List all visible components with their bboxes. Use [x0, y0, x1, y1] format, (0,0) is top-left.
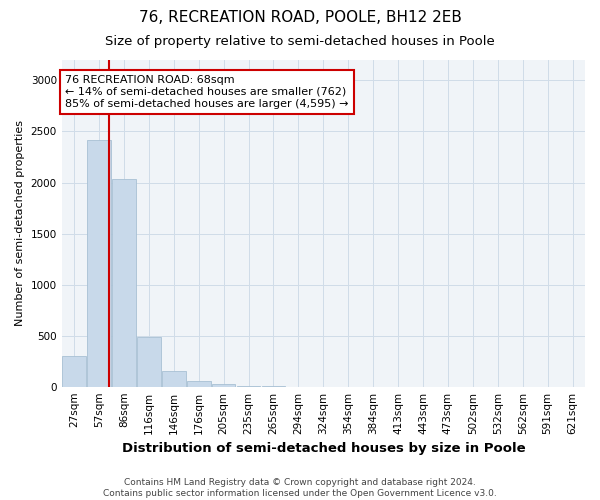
Bar [112, 180, 136, 386]
Text: Size of property relative to semi-detached houses in Poole: Size of property relative to semi-detach… [105, 35, 495, 48]
Text: 76 RECREATION ROAD: 68sqm
← 14% of semi-detached houses are smaller (762)
85% of: 76 RECREATION ROAD: 68sqm ← 14% of semi-… [65, 76, 349, 108]
Text: 76, RECREATION ROAD, POOLE, BH12 2EB: 76, RECREATION ROAD, POOLE, BH12 2EB [139, 10, 461, 25]
Text: Contains HM Land Registry data © Crown copyright and database right 2024.
Contai: Contains HM Land Registry data © Crown c… [103, 478, 497, 498]
Bar [137, 336, 161, 386]
Bar [62, 356, 86, 386]
Bar [87, 140, 111, 386]
Bar [187, 380, 211, 386]
Bar [162, 372, 185, 386]
X-axis label: Distribution of semi-detached houses by size in Poole: Distribution of semi-detached houses by … [122, 442, 525, 455]
Bar [212, 384, 235, 386]
Y-axis label: Number of semi-detached properties: Number of semi-detached properties [15, 120, 25, 326]
